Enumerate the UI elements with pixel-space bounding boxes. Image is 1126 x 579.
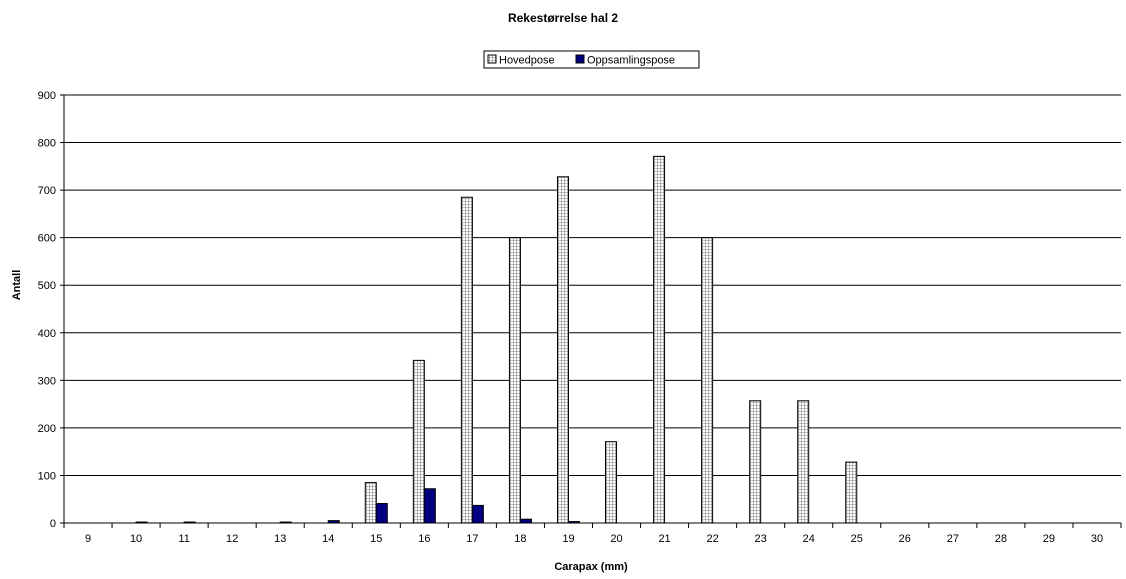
x-tick-label: 9 [85,533,91,545]
x-tick-label: 24 [803,533,815,545]
x-tick-label: 16 [418,533,430,545]
y-tick-label: 800 [38,138,56,150]
x-tick-label: 13 [274,533,286,545]
x-tick-label: 10 [130,533,142,545]
y-tick-label: 900 [38,90,56,102]
x-tick-label: 22 [706,533,718,545]
y-tick-label: 500 [38,280,56,292]
x-tick-label: 28 [995,533,1007,545]
x-tick-labels: 9 10 11 12 13 14 15 16 17 18 19 20 21 22 23 24 25 26 27 28 2… [63,523,1122,545]
legend-swatch-hovedpose [487,54,497,64]
bar-hovedpose-23 [749,400,762,524]
x-tick-label: 21 [658,533,670,545]
bar-hovedpose-18 [508,237,521,524]
x-tick-label: 27 [947,533,959,545]
x-tick-label: 15 [370,533,382,545]
bar-oppsamlingspose-15 [375,503,388,524]
bar-hovedpose-19 [556,176,569,524]
bar-hovedpose-16 [412,359,425,524]
legend-swatch-oppsamlingspose [575,54,585,64]
bars [135,155,858,524]
x-tick-label: 14 [322,533,334,545]
y-tick-labels: 0 100 200 300 400 500 600 700 800 900 [38,90,64,530]
bar-hovedpose-25 [845,461,858,524]
y-tick-label: 300 [38,375,56,387]
y-tick-label: 400 [38,328,56,340]
y-tick-label: 100 [38,470,56,482]
legend-box [483,50,700,69]
bar-hovedpose-24 [797,400,810,524]
bar-hovedpose-15 [364,482,377,524]
x-tick-label: 26 [899,533,911,545]
bar-oppsamlingspose-18 [519,518,532,524]
y-tick-label: 600 [38,233,56,245]
chart-title: Rekestørrelse hal 2 [508,11,618,25]
x-tick-label: 25 [851,533,863,545]
legend-label-oppsamlingspose: Oppsamlingspose [587,55,675,67]
bar-oppsamlingspose-17 [471,504,484,524]
bar-oppsamlingspose-16 [423,488,436,524]
x-tick-label: 17 [466,533,478,545]
chart-legend: Hovedpose Oppsamlingspose [483,50,700,69]
x-tick-label: 18 [514,533,526,545]
y-tick-label: 700 [38,185,56,197]
bar-hovedpose-21 [653,155,666,524]
y-tick-label: 0 [50,518,56,530]
y-tick-label: 200 [38,423,56,435]
gridlines [64,94,1121,476]
x-tick-label: 11 [178,533,189,545]
x-tick-label: 19 [562,533,574,545]
x-tick-label: 12 [226,533,238,545]
legend-label-hovedpose: Hovedpose [499,55,555,67]
bar-hovedpose-20 [605,441,618,524]
x-tick-label: 30 [1091,533,1103,545]
x-tick-label: 23 [755,533,767,545]
y-axis-title: Antall [11,270,23,301]
x-tick-label: 29 [1043,533,1055,545]
x-axis-title: Carapax (mm) [554,561,628,573]
axes [63,95,1121,524]
bar-hovedpose-17 [460,196,473,524]
bar-hovedpose-22 [701,237,714,524]
x-tick-label: 20 [610,533,622,545]
